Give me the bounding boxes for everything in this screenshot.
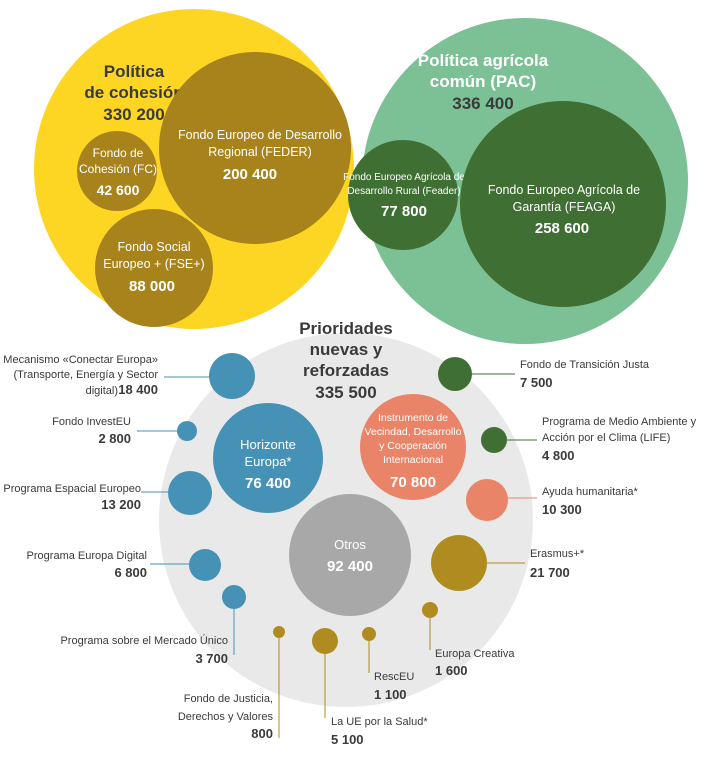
ivdci-circle — [360, 394, 466, 500]
digital-circle — [189, 549, 221, 581]
investeu-value: 2 800 — [98, 431, 131, 446]
justicia-label-line2: Derechos y Valores — [178, 711, 274, 723]
fse-label-line2: Europeo + (FSE+) — [103, 257, 204, 271]
rescue-label: RescEU — [374, 671, 414, 683]
digital-label: Programa Europa Digital — [27, 550, 147, 562]
feder-label-line2: Regional (FEDER) — [208, 145, 312, 159]
feaga-label-line2: Garantía (FEAGA) — [513, 200, 616, 214]
cohesion-title-line1: Política — [104, 62, 165, 81]
cohesion-title-line2: de cohesión — [84, 83, 183, 102]
rescue-value: 1 100 — [374, 687, 407, 702]
salud-value: 5 100 — [331, 732, 364, 747]
pac-title-line2: común (PAC) — [430, 72, 536, 91]
fc-circle — [77, 131, 157, 211]
cohesion-group: Política de cohesión 330 200 Fondo Europ… — [34, 9, 354, 329]
humanitaria-label: Ayuda humanitaria* — [542, 486, 639, 498]
cef-label-line3: digital) — [86, 385, 118, 397]
priorities-group: Prioridades nuevas y reforzadas 335 500 … — [3, 319, 696, 747]
ivdci-label-line3: y Cooperación — [379, 440, 447, 452]
life-value: 4 800 — [542, 448, 575, 463]
cef-label-line2: (Transporte, Energía y Sector — [14, 369, 159, 381]
fse-value: 88 000 — [129, 278, 175, 295]
cohesion-value: 330 200 — [103, 105, 164, 124]
pac-title-line1: Política agrícola — [418, 51, 549, 70]
espacial-value: 13 200 — [101, 497, 141, 512]
erasmus-value: 21 700 — [530, 565, 570, 580]
creativa-value: 1 600 — [435, 663, 468, 678]
feder-circle — [159, 52, 351, 244]
priorities-value: 335 500 — [315, 383, 376, 402]
transicion-circle — [438, 357, 472, 391]
otros-circle — [289, 494, 411, 616]
feader-circle — [348, 140, 458, 250]
otros-value: 92 400 — [327, 558, 373, 575]
life-circle — [481, 427, 507, 453]
ivdci-value: 70 800 — [390, 474, 436, 491]
pac-value: 336 400 — [452, 94, 513, 113]
feaga-value: 258 600 — [535, 220, 589, 237]
feder-label-line1: Fondo Europeo de Desarrollo — [178, 128, 342, 142]
feaga-circle — [460, 101, 666, 307]
espacial-label: Programa Espacial Europeo — [3, 483, 141, 495]
mercado-value: 3 700 — [195, 651, 228, 666]
horizonte-circle — [213, 403, 323, 513]
priorities-title-line1: Prioridades — [299, 319, 393, 338]
erasmus-circle — [431, 535, 487, 591]
feaga-label-line1: Fondo Europeo Agrícola de — [488, 183, 640, 197]
justicia-circle — [273, 626, 285, 638]
transicion-value: 7 500 — [520, 375, 553, 390]
salud-circle — [312, 628, 338, 654]
fc-value: 42 600 — [97, 182, 140, 198]
fc-label-line1: Fondo de — [93, 146, 144, 160]
espacial-circle — [168, 471, 212, 515]
cef-value: 18 400 — [118, 382, 158, 397]
life-label-line2: Acción por el Clima (LIFE) — [542, 432, 670, 444]
life-label-line1: Programa de Medio Ambiente y — [542, 416, 697, 428]
transicion-label: Fondo de Transición Justa — [520, 359, 650, 371]
mercado-label: Programa sobre el Mercado Único — [60, 634, 228, 647]
investeu-circle — [177, 421, 197, 441]
fse-circle — [95, 209, 213, 327]
horizonte-value: 76 400 — [245, 475, 291, 492]
ivdci-label-line4: Internacional — [383, 454, 443, 466]
humanitaria-value: 10 300 — [542, 502, 582, 517]
investeu-label: Fondo InvestEU — [52, 416, 131, 428]
salud-label: La UE por la Salud* — [331, 716, 428, 728]
ivdci-label-line2: Vecindad, Desarrollo — [365, 426, 462, 438]
fc-label-line2: Cohesión (FC) — [79, 162, 157, 176]
feader-label-line1: Fondo Europeo Agrícola de — [343, 172, 465, 183]
horizonte-label-line1: Horizonte — [240, 437, 296, 452]
priorities-title-line3: reforzadas — [303, 361, 389, 380]
ivdci-label-line1: Instrumento de — [378, 412, 448, 424]
feder-value: 200 400 — [223, 166, 277, 183]
feader-value: 77 800 — [381, 203, 427, 220]
cef-label-line1: Mecanismo «Conectar Europa» — [3, 354, 158, 366]
feader-label-line2: Desarrollo Rural (Feader) — [347, 186, 460, 197]
pac-group: Política agrícola común (PAC) 336 400 Fo… — [343, 18, 688, 344]
cef-circle — [209, 353, 255, 399]
otros-label: Otros — [334, 537, 366, 552]
priorities-title-line2: nuevas y — [310, 340, 383, 359]
creativa-label: Europa Creativa — [435, 648, 515, 660]
rescue-circle — [362, 627, 376, 641]
fse-label-line1: Fondo Social — [118, 240, 191, 254]
digital-value: 6 800 — [114, 565, 147, 580]
creativa-circle — [422, 602, 438, 618]
justicia-value: 800 — [251, 726, 273, 741]
justicia-label-line1: Fondo de Justicia, — [184, 693, 273, 705]
mercado-circle — [222, 585, 246, 609]
erasmus-label: Erasmus+* — [530, 548, 585, 560]
humanitaria-circle — [466, 479, 508, 521]
horizonte-label-line2: Europa* — [245, 454, 292, 469]
